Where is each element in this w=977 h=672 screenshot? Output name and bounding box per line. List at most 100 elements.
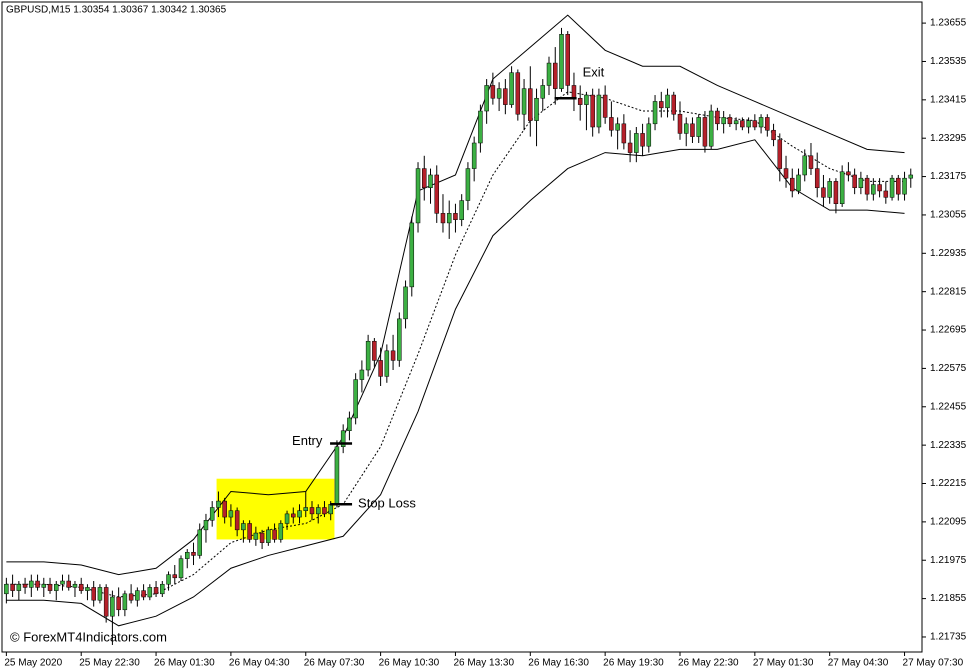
- candle-body: [91, 587, 96, 601]
- candle-body: [478, 110, 483, 144]
- candle-body: [22, 583, 28, 588]
- candle-body: [615, 123, 620, 131]
- x-tick-label: 25 May 22:30: [79, 658, 140, 669]
- candle-body: [259, 532, 265, 543]
- x-tick-label: 27 May 04:30: [828, 658, 889, 669]
- candle-body: [184, 551, 190, 559]
- candle-body: [864, 177, 870, 195]
- plot-layer: [4, 14, 914, 645]
- candle-body: [871, 184, 876, 195]
- candle-body: [515, 72, 521, 115]
- candle-body: [584, 94, 589, 105]
- candle-body: [821, 187, 826, 198]
- candle-body: [609, 117, 614, 131]
- candle-body: [453, 213, 458, 220]
- candle-body: [683, 123, 689, 134]
- candle-body: [153, 587, 159, 595]
- candle-body: [340, 430, 346, 447]
- candle-body: [577, 97, 583, 105]
- candle-body: [902, 177, 907, 195]
- candle-body: [309, 507, 315, 515]
- candle-body: [459, 200, 464, 220]
- candle-body: [397, 318, 402, 361]
- y-tick-label: 1.21855: [930, 593, 967, 604]
- candle-body: [10, 583, 15, 591]
- candle-body: [465, 168, 471, 201]
- x-tick-label: 26 May 22:30: [678, 658, 739, 669]
- candle-body: [771, 129, 776, 141]
- candle-body: [833, 181, 839, 204]
- candle-body: [490, 85, 496, 99]
- candle-body: [708, 110, 714, 147]
- candle-body: [752, 120, 758, 128]
- band-line: [6, 139, 905, 627]
- candle-body: [677, 113, 683, 134]
- candle-body: [715, 110, 720, 125]
- candle-body: [814, 168, 820, 189]
- candle-body: [652, 101, 658, 125]
- candle-body: [253, 532, 259, 540]
- candle-body: [571, 85, 577, 99]
- candle-body: [291, 513, 296, 518]
- candle-body: [440, 213, 446, 224]
- candle-body: [241, 523, 246, 531]
- candle-body: [727, 117, 733, 125]
- candle-body: [565, 34, 570, 86]
- candle-body: [671, 94, 677, 115]
- candle-body: [634, 133, 639, 153]
- annotation: Exit: [583, 65, 605, 80]
- candle-body: [659, 101, 664, 109]
- candle-body: [758, 117, 764, 128]
- candle-body: [160, 583, 165, 595]
- candle-body: [808, 155, 814, 169]
- candle-body: [353, 379, 358, 419]
- candle-body: [559, 34, 564, 89]
- candle-body: [896, 177, 901, 195]
- candle-body: [78, 583, 84, 591]
- candle-body: [721, 117, 726, 125]
- candle-body: [128, 593, 134, 601]
- candle-body: [783, 168, 789, 179]
- candle-body: [827, 181, 832, 198]
- candle-body: [315, 507, 321, 515]
- candle-body: [172, 574, 178, 579]
- candle-body: [858, 177, 864, 189]
- y-tick-label: 1.22815: [930, 286, 967, 297]
- y-tick-label: 1.22455: [930, 401, 967, 412]
- candle-body: [422, 168, 427, 189]
- y-tick-label: 1.21735: [930, 632, 967, 643]
- candle-body: [546, 62, 552, 86]
- candle-body: [765, 117, 770, 131]
- candle-body: [839, 171, 845, 204]
- x-tick-label: 27 May 01:30: [753, 658, 814, 669]
- candle-body: [883, 190, 889, 198]
- x-tick-label: 26 May 04:30: [229, 658, 290, 669]
- candle-body: [746, 120, 751, 128]
- y-tick-label: 1.23295: [930, 133, 967, 144]
- candle-body: [665, 94, 670, 109]
- candle-body: [247, 523, 252, 540]
- candle-body: [234, 510, 240, 531]
- candle-body: [322, 507, 327, 515]
- candle-body: [521, 88, 527, 115]
- chart-title: GBPUSD,M15 1.30354 1.30367 1.30342 1.303…: [6, 5, 227, 16]
- candle-body: [278, 523, 284, 540]
- y-tick-label: 1.23415: [930, 94, 967, 105]
- y-tick-label: 1.22335: [930, 440, 967, 451]
- candle-body: [889, 177, 895, 198]
- candle-body: [347, 417, 352, 432]
- candle-body: [503, 88, 508, 105]
- candle-body: [85, 587, 90, 591]
- candle-body: [297, 510, 302, 518]
- candle-body: [166, 574, 171, 585]
- candle-body: [209, 507, 215, 521]
- candle-body: [552, 62, 558, 89]
- band-line: [6, 14, 905, 576]
- plot-frame: [1, 1, 923, 653]
- candle-body: [359, 369, 365, 380]
- candle-body: [540, 85, 546, 99]
- annotation: Entry: [292, 433, 323, 448]
- candle-body: [509, 72, 514, 105]
- candle-body: [428, 174, 433, 189]
